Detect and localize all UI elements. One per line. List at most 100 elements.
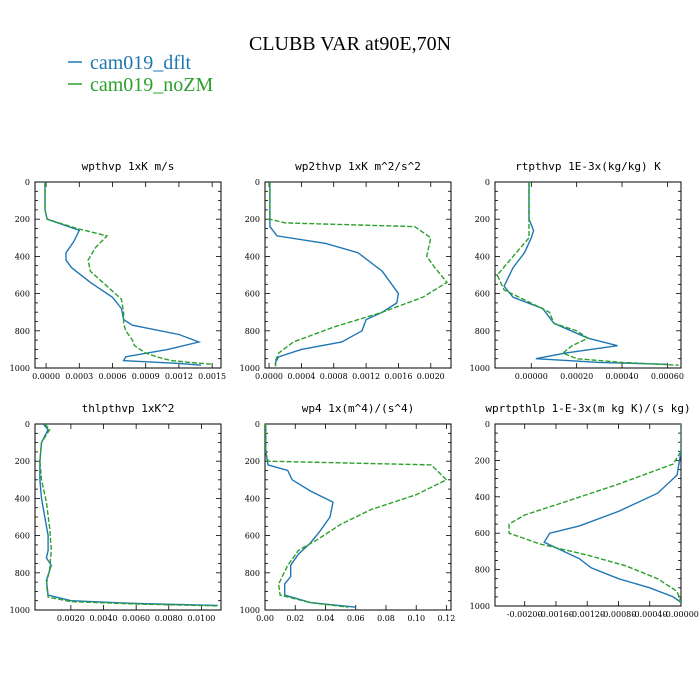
x-tick-label: 0.0003 bbox=[65, 372, 93, 381]
y-tick-label: 1000 bbox=[10, 364, 30, 373]
x-tick-label: 0.0020 bbox=[57, 614, 85, 623]
panel-title: wp2thvp 1xK m^2/s^2 bbox=[295, 160, 421, 173]
y-tick-label: 800 bbox=[475, 566, 490, 575]
panel-title: thlpthvp 1xK^2 bbox=[82, 402, 175, 415]
y-tick-label: 200 bbox=[15, 457, 30, 466]
series-line-dflt bbox=[265, 424, 356, 608]
y-tick-label: 600 bbox=[475, 290, 490, 299]
x-tick-label: -0.00200 bbox=[507, 610, 543, 619]
y-tick-label: 600 bbox=[15, 290, 30, 299]
x-tick-label: 0.0000 bbox=[32, 372, 60, 381]
x-tick-label: 0.10 bbox=[407, 614, 425, 623]
y-tick-label: 1000 bbox=[470, 364, 490, 373]
x-tick-label: 0.00020 bbox=[560, 372, 593, 381]
y-tick-label: 800 bbox=[15, 327, 30, 336]
series-line-dflt bbox=[39, 424, 218, 607]
x-tick-label: 0.00060 bbox=[651, 372, 684, 381]
y-tick-label: 600 bbox=[245, 532, 260, 541]
y-tick-label: 800 bbox=[245, 569, 260, 578]
x-tick-label: 0.12 bbox=[438, 614, 456, 623]
x-tick-label: 0.0008 bbox=[320, 372, 348, 381]
y-tick-label: 400 bbox=[15, 252, 30, 261]
y-tick-label: 600 bbox=[245, 290, 260, 299]
series-line-dflt bbox=[503, 182, 668, 365]
panel-1: wp2thvp 1xK m^2/s^2020040060080010000.00… bbox=[240, 160, 452, 381]
y-tick-label: 200 bbox=[475, 215, 490, 224]
x-tick-label: 0.00000 bbox=[515, 372, 548, 381]
panel-3: thlpthvp 1xK^2 0 200 400 600 800 1000 0.0020 0.0… bbox=[10, 402, 222, 623]
x-tick-label: -0.00080 bbox=[601, 610, 637, 619]
series-line-dflt bbox=[269, 182, 400, 367]
plot-frame bbox=[264, 181, 452, 369]
y-tick-label: 1000 bbox=[240, 606, 260, 615]
y-tick-label: 1000 bbox=[240, 364, 260, 373]
x-tick-label: -0.00160 bbox=[538, 610, 574, 619]
y-tick-label: 800 bbox=[15, 569, 30, 578]
figure-title: CLUBB VAR at90E,70N bbox=[249, 33, 451, 55]
x-tick-label: -0.00120 bbox=[569, 610, 605, 619]
y-tick-label: 800 bbox=[245, 327, 260, 336]
plot-frame bbox=[494, 423, 682, 607]
series-line-dflt bbox=[44, 182, 202, 366]
x-tick-label: 0.0012 bbox=[165, 372, 193, 381]
x-tick-label: 0.00040 bbox=[605, 372, 638, 381]
y-tick-label: 1000 bbox=[10, 606, 30, 615]
panel-2: rtpthvp 1E-3x(kg/kg) K 0 200 400 600 800 1000 0… bbox=[470, 160, 684, 381]
panel-title: wp4 1x(m^4)/(s^4) bbox=[302, 402, 415, 415]
y-tick-label: 0 bbox=[485, 420, 490, 429]
series-line-nozm bbox=[496, 182, 679, 366]
y-tick-label: 800 bbox=[475, 327, 490, 336]
x-tick-label: -0.00040 bbox=[632, 610, 668, 619]
series-line-nozm bbox=[265, 424, 448, 608]
y-tick-label: 400 bbox=[475, 252, 490, 261]
y-tick-label: 0 bbox=[255, 178, 260, 187]
x-tick-label: -0.00000 bbox=[663, 610, 699, 619]
x-tick-label: 0.0004 bbox=[287, 372, 315, 381]
y-tick-label: 0 bbox=[485, 178, 490, 187]
series-line-dflt bbox=[543, 424, 681, 603]
x-tick-label: 0.0009 bbox=[132, 372, 160, 381]
x-tick-label: 0.04 bbox=[317, 614, 335, 623]
y-tick-label: 400 bbox=[245, 494, 260, 503]
y-tick-label: 600 bbox=[475, 529, 490, 538]
y-tick-label: 200 bbox=[245, 457, 260, 466]
y-tick-label: 200 bbox=[245, 215, 260, 224]
panel-5: wprtpthlp 1-E-3x(m kg K)/(s kg) 0 200 400 60… bbox=[470, 402, 699, 619]
y-tick-label: 400 bbox=[475, 493, 490, 502]
x-tick-label: 0.0100 bbox=[187, 614, 215, 623]
y-tick-label: 200 bbox=[475, 456, 490, 465]
plot-frame bbox=[494, 181, 682, 369]
y-tick-label: 0 bbox=[25, 178, 30, 187]
y-tick-label: 400 bbox=[15, 494, 30, 503]
y-tick-label: 600 bbox=[15, 532, 30, 541]
y-tick-label: 1000 bbox=[470, 602, 490, 611]
y-tick-label: 0 bbox=[25, 420, 30, 429]
x-tick-label: 0.0000 bbox=[255, 372, 283, 381]
series-line-nozm bbox=[44, 182, 213, 365]
legend-label-dflt: cam019_dflt bbox=[90, 52, 192, 74]
legend-label-nozm: cam019_noZM bbox=[90, 74, 214, 96]
x-tick-label: 0.0040 bbox=[90, 614, 118, 623]
x-tick-label: 0.0015 bbox=[198, 372, 226, 381]
panel-title: rtpthvp 1E-3x(kg/kg) K bbox=[515, 160, 661, 173]
plot-frame bbox=[264, 423, 452, 611]
x-tick-label: 0.0006 bbox=[99, 372, 127, 381]
series-line-nozm bbox=[269, 182, 449, 367]
x-tick-label: 0.02 bbox=[286, 614, 304, 623]
panel-title: wprtpthlp 1-E-3x(m kg K)/(s kg) bbox=[485, 402, 690, 415]
x-tick-label: 0.08 bbox=[377, 614, 395, 623]
y-tick-label: 0 bbox=[255, 420, 260, 429]
x-tick-label: 0.0012 bbox=[352, 372, 380, 381]
series-line-nozm bbox=[39, 424, 218, 607]
y-tick-label: 400 bbox=[245, 252, 260, 261]
y-tick-label: 200 bbox=[15, 215, 30, 224]
x-tick-label: 0.06 bbox=[347, 614, 365, 623]
x-tick-label: 0.00 bbox=[256, 614, 274, 623]
series-line-nozm bbox=[508, 424, 681, 603]
x-tick-label: 0.0080 bbox=[155, 614, 183, 623]
plot-frame bbox=[34, 423, 222, 611]
